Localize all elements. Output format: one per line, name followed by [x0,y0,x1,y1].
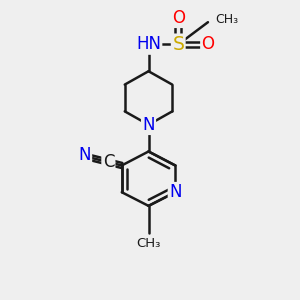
Text: O: O [202,35,214,53]
Text: CH₃: CH₃ [215,13,238,26]
Text: N: N [169,183,182,201]
Text: N: N [142,116,155,134]
Text: S: S [172,35,184,54]
Text: C: C [103,154,114,172]
Text: N: N [78,146,91,164]
Text: HN: HN [136,35,161,53]
Text: CH₃: CH₃ [136,237,161,250]
Text: O: O [172,9,185,27]
